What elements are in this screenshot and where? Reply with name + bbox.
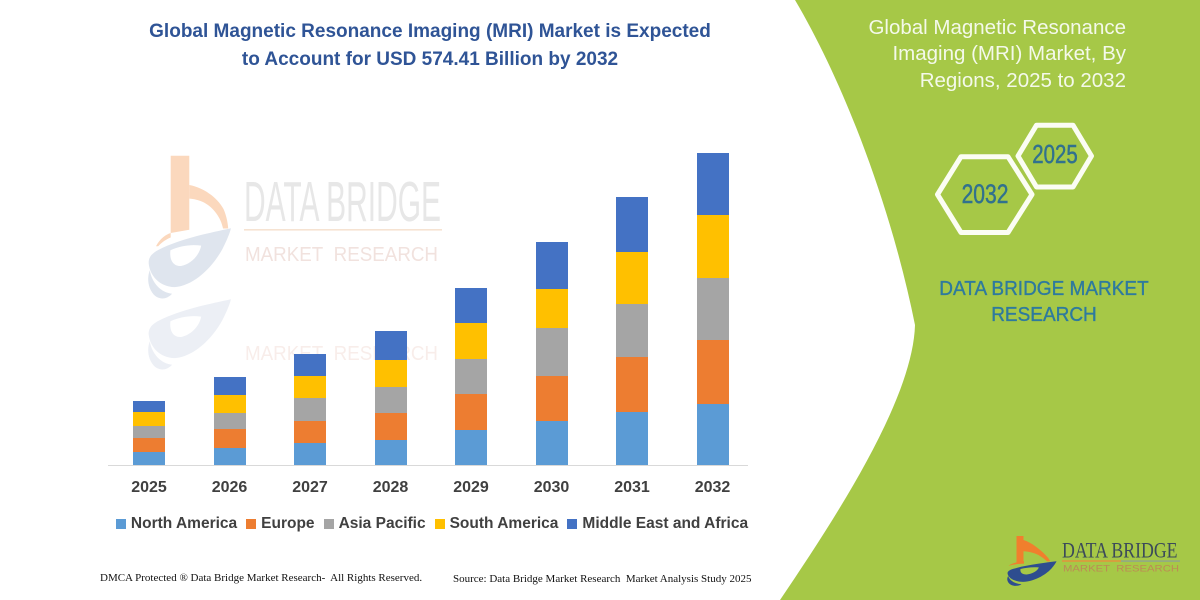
svg-text:DATA BRIDGE: DATA BRIDGE [1062, 538, 1178, 563]
svg-text:MARKET RESEARCH: MARKET RESEARCH [245, 244, 438, 266]
svg-text:MARKET RESEARCH: MARKET RESEARCH [1063, 563, 1179, 573]
svg-text:DATA BRIDGE: DATA BRIDGE [244, 170, 441, 234]
svg-text:MARKET RESEARCH: MARKET RESEARCH [245, 343, 438, 365]
